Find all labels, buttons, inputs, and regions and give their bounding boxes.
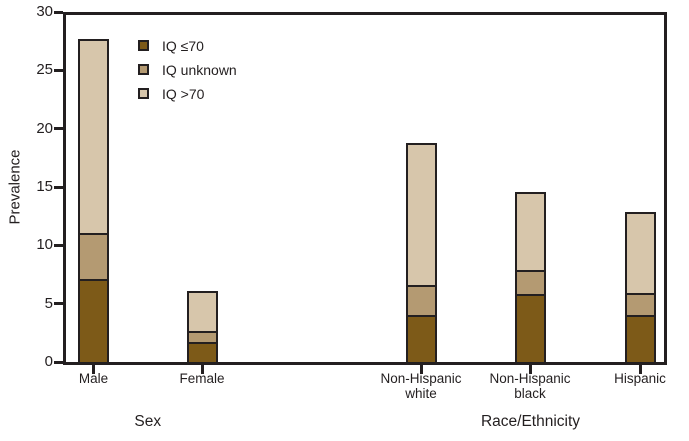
- y-tick-mark: [54, 360, 63, 364]
- y-tick-label: 5: [44, 294, 53, 312]
- legend-swatch: [138, 40, 149, 51]
- y-tick-mark: [54, 302, 63, 306]
- category-label: Female: [179, 371, 225, 386]
- x-tick-mark: [419, 365, 423, 374]
- legend-item: IQ ≤70: [138, 37, 237, 54]
- y-tick-mark: [54, 185, 63, 189]
- y-tick-label: 0: [44, 353, 53, 370]
- y-tick-mark: [54, 243, 63, 247]
- y-tick-label: 30: [36, 3, 53, 20]
- bar-segment-iq-unknown: [188, 331, 216, 342]
- bar-segment-iq-70: [407, 144, 435, 286]
- legend-swatch: [138, 88, 149, 99]
- y-tick-label: 15: [36, 178, 53, 195]
- category-label: Hispanic: [614, 371, 666, 386]
- bar-female: [186, 290, 218, 362]
- y-tick-mark: [54, 68, 63, 72]
- bar-segment-iq-70: [407, 314, 435, 362]
- category-label: Male: [78, 371, 109, 386]
- bar-segment-iq-70: [626, 315, 654, 362]
- y-tick-mark: [54, 10, 63, 14]
- group-label-sex: Sex: [134, 413, 162, 430]
- bar-segment-iq-70: [80, 278, 107, 363]
- bar-non-hispanic-black: [514, 191, 546, 362]
- x-tick-mark: [638, 365, 642, 374]
- x-tick-mark: [200, 365, 204, 374]
- x-tick-mark: [92, 365, 95, 374]
- bar-segment-iq-unknown: [516, 270, 544, 294]
- legend-label: IQ unknown: [162, 61, 237, 78]
- bar-hispanic: [624, 211, 656, 362]
- legend-label: IQ ≤70: [162, 37, 204, 54]
- y-tick-label: 10: [36, 236, 53, 254]
- category-label: Non-Hispanic black: [489, 371, 571, 401]
- legend-swatch: [138, 64, 149, 75]
- legend-item: IQ unknown: [138, 61, 237, 78]
- bar-segment-iq-unknown: [80, 233, 107, 279]
- bar-segment-iq-unknown: [626, 293, 654, 316]
- y-tick-mark: [54, 127, 63, 131]
- bar-male: [78, 38, 109, 363]
- legend-item: IQ >70: [138, 85, 237, 102]
- legend: IQ ≤70 IQ unknown IQ >70: [138, 37, 237, 112]
- bar-segment-iq-70: [80, 40, 107, 234]
- bar-non-hispanic-white: [405, 142, 437, 362]
- y-tick-label: 20: [36, 119, 53, 137]
- x-tick-mark: [528, 365, 532, 374]
- plot-area: [63, 12, 667, 365]
- y-tick-label: 25: [36, 61, 53, 79]
- group-label-race-ethnicity: Race/Ethnicity: [480, 413, 581, 430]
- bar-segment-iq-70: [626, 213, 654, 294]
- bar-segment-iq-70: [516, 193, 544, 271]
- bar-segment-iq-70: [188, 292, 216, 332]
- category-label: Non-Hispanic white: [380, 371, 462, 401]
- legend-label: IQ >70: [162, 85, 205, 102]
- bar-segment-iq-unknown: [407, 285, 435, 315]
- bar-segment-iq-70: [188, 341, 216, 362]
- bar-segment-iq-70: [516, 293, 544, 362]
